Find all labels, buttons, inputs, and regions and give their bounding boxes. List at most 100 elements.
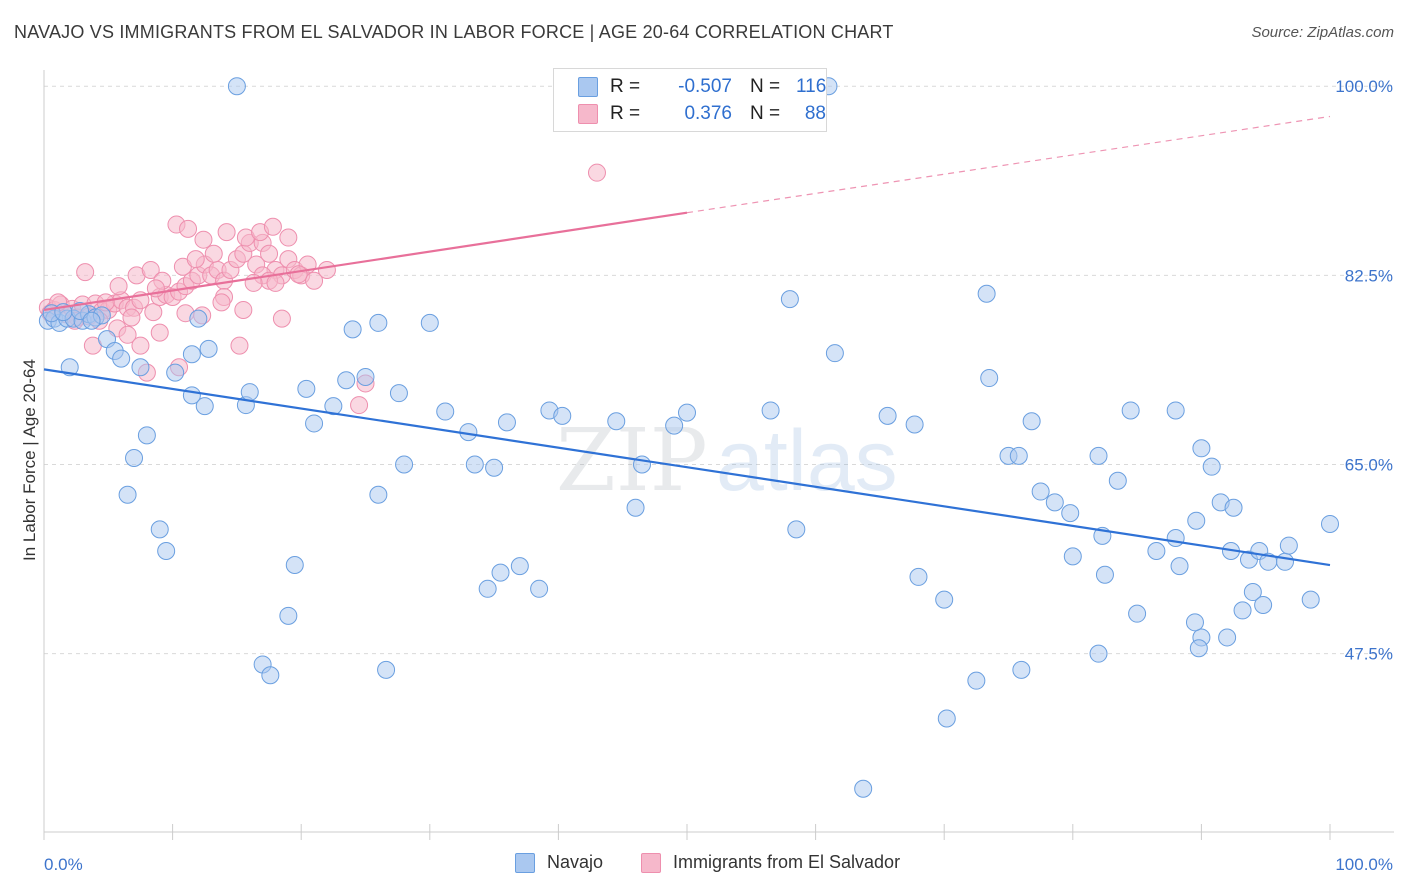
navajo-point bbox=[377, 660, 396, 679]
el-salvador-point bbox=[272, 309, 291, 328]
navajo-point bbox=[1095, 565, 1114, 584]
navajo-point bbox=[825, 344, 844, 363]
el-salvador-point bbox=[76, 263, 95, 282]
navajo-point bbox=[305, 414, 324, 433]
x-tick-label: 100.0% bbox=[1335, 855, 1393, 874]
el-salvador-point bbox=[234, 300, 253, 319]
navajo-point bbox=[665, 416, 684, 435]
navajo-point bbox=[1202, 457, 1221, 476]
x-tick-label: 0.0% bbox=[44, 855, 83, 874]
navajo-point bbox=[1189, 639, 1208, 658]
navajo-point bbox=[436, 402, 455, 421]
el-salvador-point bbox=[109, 277, 128, 296]
el-salvador-point bbox=[131, 336, 150, 355]
navajo-point bbox=[395, 455, 414, 474]
bottom-legend-navajo-label: Navajo bbox=[547, 852, 604, 872]
watermark-zip: ZIP bbox=[556, 411, 708, 511]
bottom-legend-el-salvador-label: Immigrants from El Salvador bbox=[673, 852, 901, 872]
navajo-point bbox=[909, 567, 928, 586]
navajo-point bbox=[1259, 552, 1278, 571]
navajo-point bbox=[1022, 412, 1041, 431]
navajo-point bbox=[977, 284, 996, 303]
y-tick-label: 82.5% bbox=[1345, 266, 1393, 285]
el-salvador-point bbox=[212, 293, 231, 312]
navajo-point bbox=[182, 345, 201, 364]
navajo-point bbox=[1279, 536, 1298, 555]
navajo-point bbox=[478, 579, 497, 598]
navajo-point bbox=[279, 606, 298, 625]
navajo-point bbox=[1321, 514, 1339, 533]
legend-r-label: R = bbox=[610, 103, 641, 124]
navajo-point bbox=[878, 406, 897, 425]
navajo-point bbox=[854, 779, 873, 798]
navajo-point bbox=[935, 590, 954, 609]
y-tick-label: 47.5% bbox=[1345, 645, 1393, 664]
navajo-point bbox=[389, 384, 408, 403]
navajo-point bbox=[1121, 401, 1140, 420]
navajo-point bbox=[1192, 439, 1211, 458]
legend-r-value: 0.376 bbox=[684, 103, 732, 124]
el-salvador-point bbox=[266, 273, 285, 292]
navajo-point bbox=[1012, 660, 1031, 679]
legend-n-label: N = bbox=[750, 103, 781, 124]
navajo-point bbox=[905, 415, 924, 434]
el-salvador-point bbox=[194, 230, 213, 249]
navajo-point bbox=[420, 313, 439, 332]
navajo-point bbox=[1275, 552, 1294, 571]
navajo-point bbox=[1166, 401, 1185, 420]
navajo-point bbox=[787, 520, 806, 539]
navajo-point bbox=[678, 403, 696, 422]
el-salvador-point bbox=[204, 244, 223, 263]
series-el-salvador-points bbox=[38, 163, 606, 415]
navajo-point bbox=[980, 369, 999, 388]
navajo-point bbox=[157, 541, 176, 560]
navajo-point bbox=[497, 413, 516, 432]
el-salvador-swatch bbox=[578, 104, 598, 124]
navajo-point bbox=[1218, 628, 1237, 647]
navajo-point bbox=[182, 386, 201, 405]
legend-row-navajo: R = -0.507 N = 116 bbox=[578, 75, 826, 99]
navajo-point bbox=[1185, 613, 1204, 632]
navajo-point bbox=[1009, 446, 1028, 465]
navajo-point bbox=[1031, 482, 1050, 501]
bottom-legend-navajo: Navajo bbox=[515, 852, 603, 873]
navajo-swatch bbox=[515, 852, 535, 873]
navajo-point bbox=[1233, 601, 1252, 620]
legend-n-label: N = bbox=[750, 76, 781, 97]
navajo-point bbox=[1108, 471, 1127, 490]
el-salvador-swatch bbox=[641, 852, 661, 873]
axes bbox=[43, 70, 1394, 840]
navajo-point bbox=[261, 666, 280, 685]
el-salvador-point bbox=[150, 323, 169, 342]
el-salvador-point bbox=[263, 217, 282, 236]
navajo-point bbox=[530, 579, 549, 598]
el-salvador-point bbox=[305, 271, 324, 290]
el-salvador-point bbox=[587, 163, 606, 182]
el-salvador-point bbox=[289, 265, 308, 284]
el-salvador-trend-line bbox=[43, 211, 688, 312]
navajo-point bbox=[1187, 511, 1206, 530]
navajo-point bbox=[1243, 583, 1262, 602]
navajo-point bbox=[125, 449, 144, 468]
el-salvador-point bbox=[230, 336, 249, 355]
navajo-point bbox=[240, 383, 259, 402]
navajo-point bbox=[324, 397, 343, 416]
navajo-point bbox=[297, 379, 316, 398]
el-salvador-point bbox=[179, 219, 198, 238]
navajo-point bbox=[343, 320, 362, 339]
legend-r-value: -0.507 bbox=[678, 76, 732, 97]
y-tick-label: 100.0% bbox=[1335, 77, 1393, 96]
series-navajo-points bbox=[38, 77, 1339, 798]
navajo-point bbox=[607, 412, 626, 431]
el-salvador-point bbox=[118, 325, 137, 344]
legend: R = -0.507 N = 116 R = 0.376 N = 88 bbox=[553, 68, 827, 132]
navajo-point bbox=[369, 485, 388, 504]
el-salvador-point bbox=[317, 260, 336, 279]
navajo-point bbox=[189, 309, 208, 328]
el-salvador-point bbox=[186, 250, 205, 269]
source-credit: Source: ZipAtlas.com bbox=[1251, 24, 1394, 41]
navajo-point bbox=[626, 498, 645, 517]
y-tick-label: 65.0% bbox=[1345, 456, 1393, 475]
navajo-point bbox=[1063, 547, 1082, 566]
